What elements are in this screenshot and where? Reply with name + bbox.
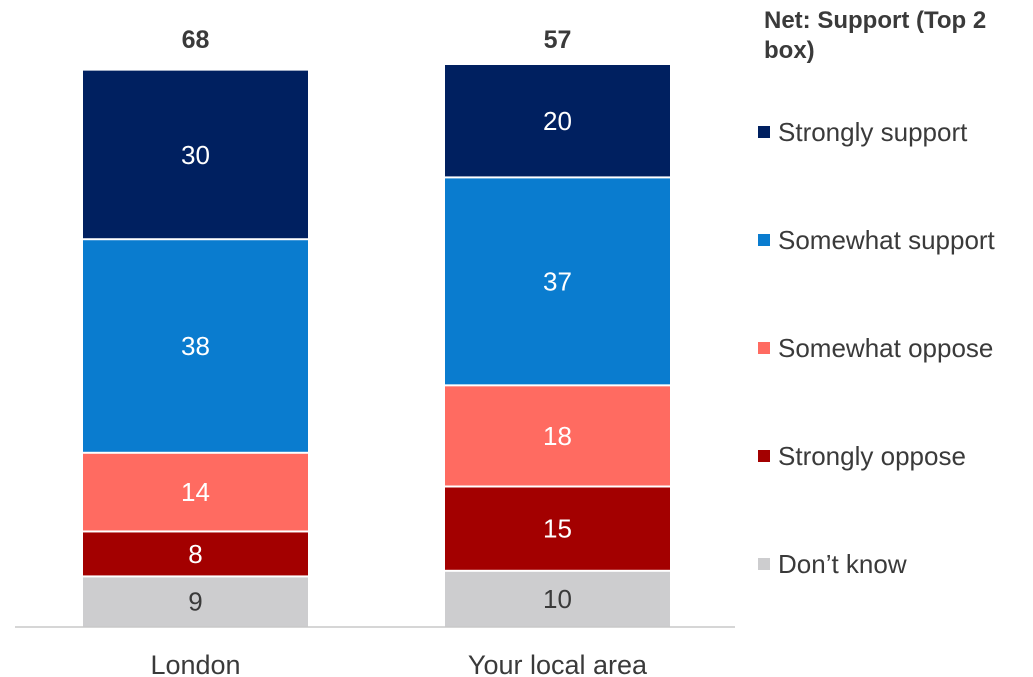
legend-item-somewhat-support: Somewhat support bbox=[758, 225, 995, 255]
labels-layer: 9 8 14 38 30 68 London 10 15 18 37 20 57 Your local a… bbox=[150, 26, 648, 677]
legend-swatch-strongly-support bbox=[758, 126, 770, 138]
legend-swatch-strongly-oppose bbox=[758, 450, 770, 462]
legend-item-somewhat-oppose: Somewhat oppose bbox=[758, 333, 993, 363]
category-label-london: London bbox=[150, 650, 240, 677]
bar-segment-london-strongly-oppose bbox=[83, 532, 308, 576]
data-label-your-local-area-strongly-support: 20 bbox=[543, 106, 572, 136]
total-label-london: 68 bbox=[182, 26, 210, 54]
legend-swatch-somewhat-oppose bbox=[758, 342, 770, 354]
bar-segment-your-local-area-strongly-support bbox=[445, 65, 670, 177]
bar-segment-london-don-t-know bbox=[83, 577, 308, 627]
data-label-your-local-area-somewhat-support: 37 bbox=[543, 266, 572, 296]
data-label-your-local-area-strongly-oppose: 15 bbox=[543, 514, 572, 544]
bar-segment-your-local-area-strongly-oppose bbox=[445, 487, 670, 570]
bar-segment-london-strongly-support bbox=[83, 70, 308, 239]
data-label-london-strongly-oppose: 8 bbox=[188, 539, 202, 569]
legend-title: Net: Support (Top 2 box) bbox=[764, 7, 987, 64]
legend-item-strongly-support: Strongly support bbox=[758, 117, 967, 147]
legend-item-strongly-oppose: Strongly oppose bbox=[758, 441, 966, 471]
bar-segment-london-somewhat-support bbox=[83, 240, 308, 452]
bars-layer bbox=[83, 65, 670, 627]
legend-label-don-t-know: Don’t know bbox=[778, 548, 907, 579]
data-label-london-somewhat-oppose: 14 bbox=[181, 477, 210, 507]
legend-label-somewhat-support: Somewhat support bbox=[778, 224, 995, 255]
legend-label-strongly-support: Strongly support bbox=[778, 116, 968, 147]
legend-label-somewhat-oppose: Somewhat oppose bbox=[778, 332, 994, 363]
category-label-your-local-area: Your local area bbox=[468, 650, 648, 677]
data-label-your-local-area-don-t-know: 10 bbox=[543, 584, 572, 614]
total-label-your-local-area: 57 bbox=[544, 26, 572, 54]
data-label-london-don-t-know: 9 bbox=[188, 587, 202, 617]
legend-swatch-don-t-know bbox=[758, 558, 770, 570]
legend-swatch-somewhat-support bbox=[758, 234, 770, 246]
bar-segment-your-local-area-somewhat-support bbox=[445, 178, 670, 385]
data-label-your-local-area-somewhat-oppose: 18 bbox=[543, 421, 572, 451]
legend: Net: Support (Top 2 box) Strongly suppor… bbox=[750, 0, 1033, 677]
legend-label-strongly-oppose: Strongly oppose bbox=[778, 440, 966, 471]
bar-segment-your-local-area-don-t-know bbox=[445, 571, 670, 627]
data-label-london-somewhat-support: 38 bbox=[181, 331, 210, 361]
legend-item-don-t-know: Don’t know bbox=[758, 549, 907, 579]
data-label-london-strongly-support: 30 bbox=[181, 140, 210, 170]
bar-segment-your-local-area-somewhat-oppose bbox=[445, 386, 670, 486]
bar-segment-london-somewhat-oppose bbox=[83, 453, 308, 531]
